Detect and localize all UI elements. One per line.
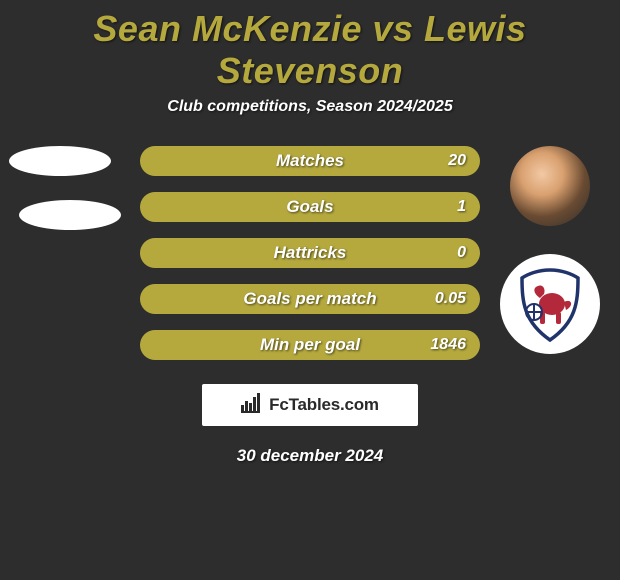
logo-text: FcTables.com (269, 395, 379, 415)
player-right-club-crest (500, 254, 600, 354)
comparison-card: Sean McKenzie vs Lewis Stevenson Club co… (0, 0, 620, 466)
stat-row: Min per goal1846 (140, 330, 480, 360)
stat-bar-right (140, 192, 480, 222)
stats-area: Matches20 Goals1 Hattricks0 Goals per match… (0, 146, 620, 366)
left-player-ellipse (9, 146, 111, 176)
stat-row: Matches20 (140, 146, 480, 176)
stat-row: Goals1 (140, 192, 480, 222)
stat-row: Hattricks0 (140, 238, 480, 268)
stat-bar-right (140, 330, 480, 360)
player-right-avatar (510, 146, 590, 226)
stat-bar-right (140, 238, 480, 268)
generation-date: 30 december 2024 (0, 446, 620, 466)
fctables-logo[interactable]: FcTables.com (202, 384, 418, 426)
stat-bar-right (140, 284, 480, 314)
stat-row: Goals per match0.05 (140, 284, 480, 314)
season-subtitle: Club competitions, Season 2024/2025 (0, 98, 620, 116)
bar-chart-icon (241, 393, 263, 418)
left-player-ellipse (19, 200, 121, 230)
shield-icon (518, 268, 582, 342)
stat-bar-right (140, 146, 480, 176)
page-title: Sean McKenzie vs Lewis Stevenson (0, 0, 620, 98)
